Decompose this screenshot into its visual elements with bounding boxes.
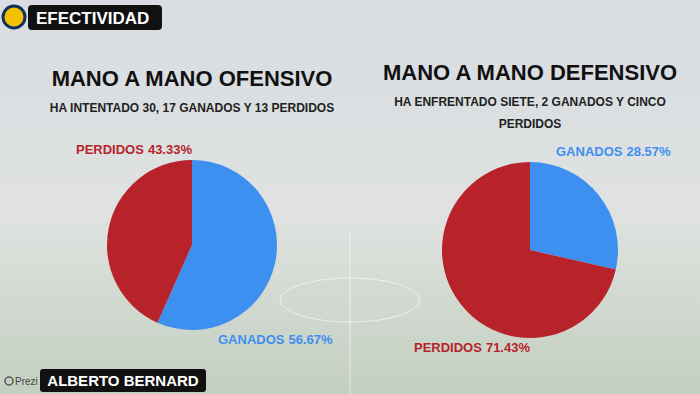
data-label: GANADOS56.67% <box>218 332 333 347</box>
data-label: GANADOS28.57% <box>556 144 671 159</box>
data-label: PERDIDOS 71.43% <box>414 340 530 355</box>
chart-title: MANO A MANO DEFENSIVO <box>383 60 677 85</box>
data-label: PERDIDOS 43.33% <box>76 142 192 157</box>
slices <box>442 162 618 338</box>
logo <box>3 6 25 28</box>
label-value: 28.57% <box>626 144 671 159</box>
stage: EFECTIVIDAD Prezi ALBERTO BERNARD MANO A MA… <box>0 0 700 394</box>
label-value: 71.43% <box>486 340 531 355</box>
label-value: 43.33% <box>148 142 193 157</box>
label-value: 56.67% <box>288 332 333 347</box>
watermark-icon <box>5 377 13 385</box>
background <box>0 0 700 394</box>
pie-slice <box>107 160 192 323</box>
label-category: GANADOS <box>218 332 285 347</box>
chart-subtitle: HA INTENTADO 30, 17 GANADOS Y 13 PERDIDO… <box>50 101 334 115</box>
footer-box <box>40 369 206 392</box>
chart-title: MANO A MANO OFENSIVO <box>52 66 333 91</box>
pie-slice <box>442 162 616 338</box>
pie-chart: MANO A MANO DEFENSIVO HA ENFRENTADO SIETE… <box>383 60 677 355</box>
slices <box>107 160 277 330</box>
header-box <box>28 5 162 30</box>
watermark: Prezi <box>15 376 38 387</box>
label-category: PERDIDOS <box>76 142 144 157</box>
label-category: GANADOS <box>556 144 623 159</box>
footer-name: ALBERTO BERNARD <box>47 372 199 389</box>
label-category: PERDIDOS <box>414 340 482 355</box>
subtitle-line: HA ENFRENTADO SIETE, 2 GANADOS Y CINCO <box>394 95 666 109</box>
pie-chart: MANO A MANO OFENSIVO HA INTENTADO 30, 17 … <box>50 66 334 347</box>
subtitle-line: PERDIDOS <box>499 117 562 131</box>
chart-subtitle: HA ENFRENTADO SIETE, 2 GANADOS Y CINCO PE… <box>394 95 666 131</box>
header-title: EFECTIVIDAD <box>36 9 149 28</box>
field-line <box>350 230 351 394</box>
subtitle-line: HA INTENTADO 30, 17 GANADOS Y 13 PERDIDO… <box>50 101 334 115</box>
